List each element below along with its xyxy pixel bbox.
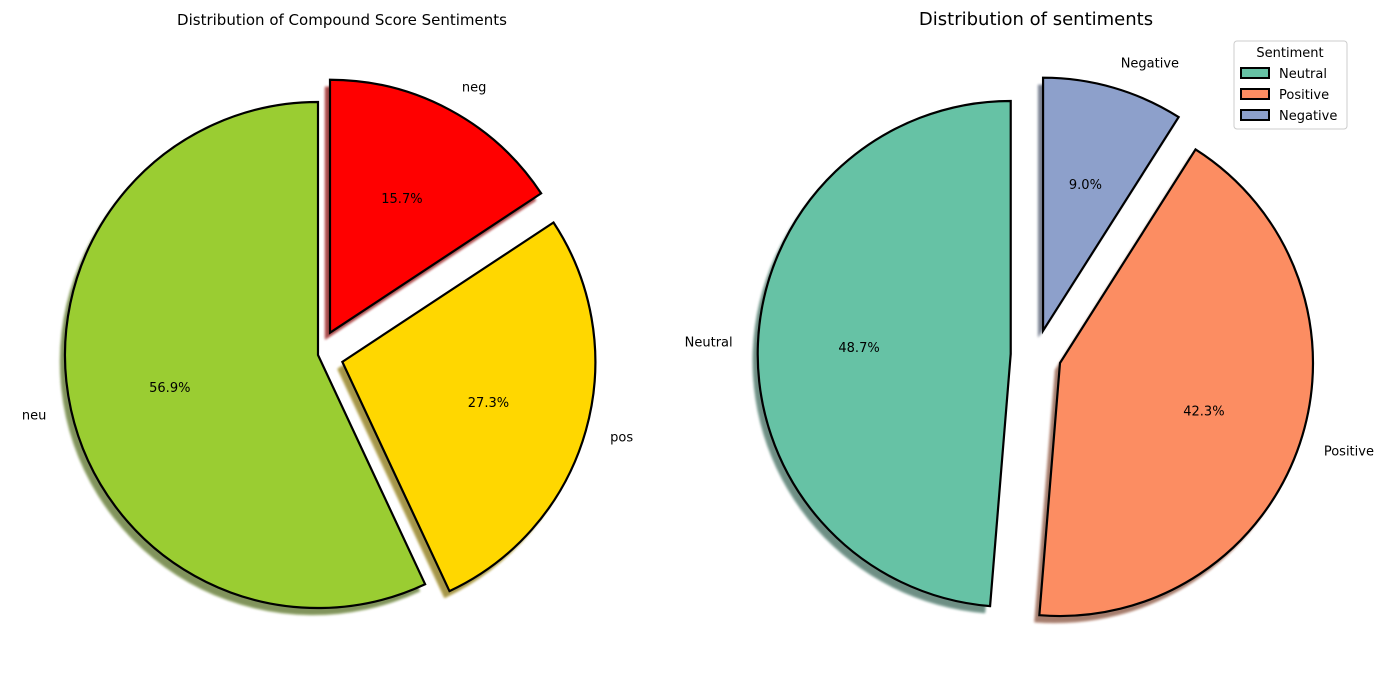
left-pct-neg: 15.7% xyxy=(381,192,422,207)
legend-label-positive: Positive xyxy=(1279,88,1329,103)
legend-label-neutral: Neutral xyxy=(1279,67,1327,82)
right-slice-negative xyxy=(1041,76,1181,335)
left-pct-neu: 56.9% xyxy=(149,381,190,396)
legend-items: Neutral Positive Negative xyxy=(1240,67,1337,124)
left-slice-neg xyxy=(328,78,543,335)
legend-swatch-negative xyxy=(1240,109,1270,121)
left-slice-pos xyxy=(340,220,597,593)
right-pct-negative: 9.0% xyxy=(1069,178,1102,193)
pie-left: neu 56.9% pos 27.3% neg 15.7% xyxy=(22,78,633,615)
chart-title-left: Distribution of Compound Score Sentiment… xyxy=(177,11,507,29)
legend-box xyxy=(1233,40,1348,130)
right-pct-positive: 42.3% xyxy=(1183,404,1224,419)
legend-swatch-neutral xyxy=(1240,67,1270,79)
right-label-neutral: Neutral xyxy=(685,336,733,351)
chart-title-right: Distribution of sentiments xyxy=(919,9,1153,30)
left-slice-neu xyxy=(63,100,427,610)
left-label-neu: neu xyxy=(22,408,46,423)
pie-right: Neutral 48.7% Positive 42.3% Negative 9.0% xyxy=(685,56,1374,624)
left-label-neg: neg xyxy=(462,81,487,96)
right-slice-neutral xyxy=(756,99,1012,608)
right-slice-positive xyxy=(1038,147,1315,618)
legend-label-negative: Negative xyxy=(1279,109,1337,124)
left-pct-pos: 27.3% xyxy=(468,396,509,411)
legend-swatch-positive xyxy=(1240,88,1270,100)
left-label-pos: pos xyxy=(610,430,633,445)
legend: Sentiment Neutral Positive Negative xyxy=(1233,40,1348,130)
legend-title: Sentiment xyxy=(1256,46,1323,61)
right-label-positive: Positive xyxy=(1324,445,1374,460)
right-pct-neutral: 48.7% xyxy=(838,341,879,356)
right-label-negative: Negative xyxy=(1121,56,1179,71)
